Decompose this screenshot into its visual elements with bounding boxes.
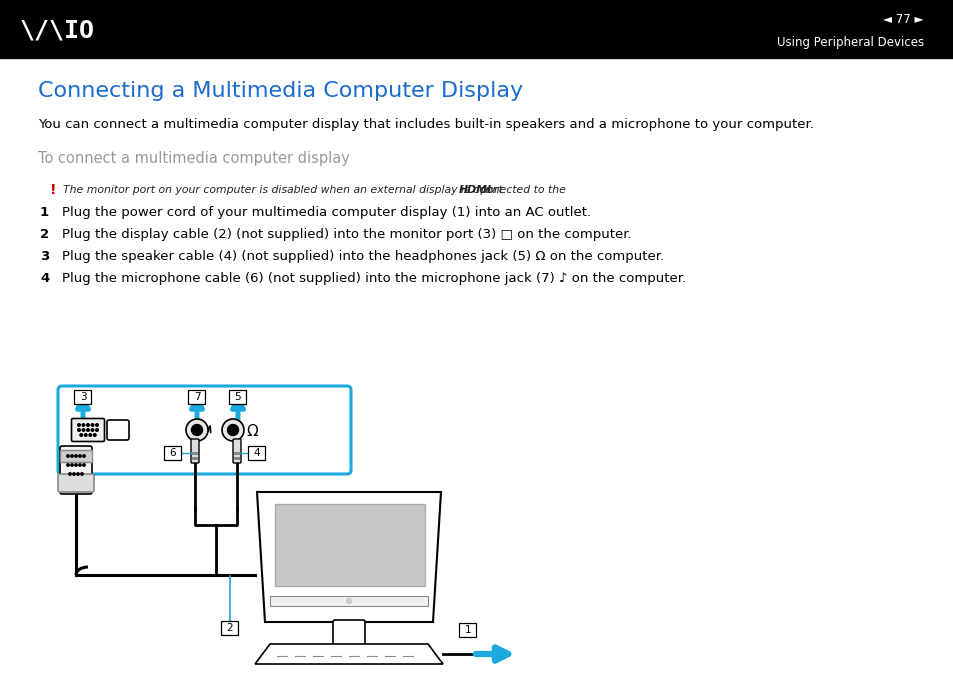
Circle shape [71,464,73,466]
Text: Connecting a Multimedia Computer Display: Connecting a Multimedia Computer Display [38,81,522,101]
Text: 3: 3 [80,392,86,402]
Circle shape [227,425,238,435]
Bar [192,452,198,455]
Circle shape [72,472,75,475]
Circle shape [87,424,90,426]
Text: 3: 3 [40,250,50,263]
Bar [230,390,246,404]
Circle shape [77,472,79,475]
Bar [274,504,424,586]
Text: Plug the power cord of your multimedia computer display (1) into an AC outlet.: Plug the power cord of your multimedia c… [62,206,591,219]
Circle shape [91,424,93,426]
Circle shape [95,429,98,431]
FancyBboxPatch shape [233,439,241,463]
FancyBboxPatch shape [71,419,105,441]
Bar [233,457,240,460]
Text: The monitor port on your computer is disabled when an external display is connec: The monitor port on your computer is dis… [63,185,569,195]
Text: 1: 1 [464,625,471,635]
Circle shape [192,425,202,435]
FancyBboxPatch shape [58,474,94,492]
Text: HDMI: HDMI [458,185,492,195]
Circle shape [80,433,83,436]
Bar [60,450,91,462]
Text: You can connect a multimedia computer display that includes built-in speakers an: You can connect a multimedia computer di… [38,118,813,131]
Text: port.: port. [476,185,505,195]
Text: 2: 2 [40,228,49,241]
Circle shape [87,429,90,431]
Text: 6: 6 [170,448,176,458]
Text: ◄ 77 ►: ◄ 77 ► [882,13,923,26]
Circle shape [67,464,70,466]
Circle shape [83,455,85,457]
Circle shape [69,472,71,475]
Circle shape [74,455,77,457]
Circle shape [67,455,70,457]
Bar [270,596,428,606]
Circle shape [93,433,96,436]
Bar [459,623,476,637]
Bar [189,390,205,404]
Bar [0,0,953,58]
Text: Plug the display cable (2) (not supplied) into the monitor port (3) □ on the com: Plug the display cable (2) (not supplied… [62,228,631,241]
Circle shape [82,429,85,431]
Circle shape [74,464,77,466]
Circle shape [85,433,87,436]
FancyBboxPatch shape [58,386,351,474]
Text: To connect a multimedia computer display: To connect a multimedia computer display [38,151,350,166]
Circle shape [83,464,85,466]
Text: 2: 2 [227,623,233,633]
Bar [164,446,181,460]
Circle shape [346,599,351,603]
Polygon shape [254,644,442,664]
Circle shape [77,429,80,431]
Circle shape [81,472,83,475]
Circle shape [222,419,244,441]
Text: Using Peripheral Devices: Using Peripheral Devices [776,36,923,49]
Text: 5: 5 [234,392,241,402]
Text: The monitor port on your computer is disabled when an external display is connec: The monitor port on your computer is dis… [63,185,627,195]
Circle shape [186,419,208,441]
Circle shape [82,424,85,426]
FancyBboxPatch shape [60,446,91,494]
Text: 4: 4 [40,272,50,285]
Circle shape [89,433,91,436]
FancyBboxPatch shape [333,620,365,646]
FancyBboxPatch shape [191,439,199,463]
Circle shape [79,455,81,457]
Text: Plug the microphone cable (6) (not supplied) into the microphone jack (7) ♪ on t: Plug the microphone cable (6) (not suppl… [62,272,685,285]
FancyBboxPatch shape [107,420,129,440]
Bar [248,446,265,460]
Text: Ω: Ω [246,423,257,439]
Circle shape [91,429,93,431]
Bar [233,452,240,455]
Text: Plug the speaker cable (4) (not supplied) into the headphones jack (5) Ω on the : Plug the speaker cable (4) (not supplied… [62,250,663,263]
Bar [192,457,198,460]
Text: 4: 4 [253,448,260,458]
Circle shape [71,455,73,457]
Polygon shape [256,492,440,622]
Text: 7: 7 [193,392,200,402]
Bar [221,621,238,635]
Circle shape [95,424,98,426]
Circle shape [77,424,80,426]
Circle shape [79,464,81,466]
Text: !: ! [50,183,56,197]
Bar [74,390,91,404]
Text: 1: 1 [40,206,49,219]
Text: \/\IO: \/\IO [20,18,95,42]
